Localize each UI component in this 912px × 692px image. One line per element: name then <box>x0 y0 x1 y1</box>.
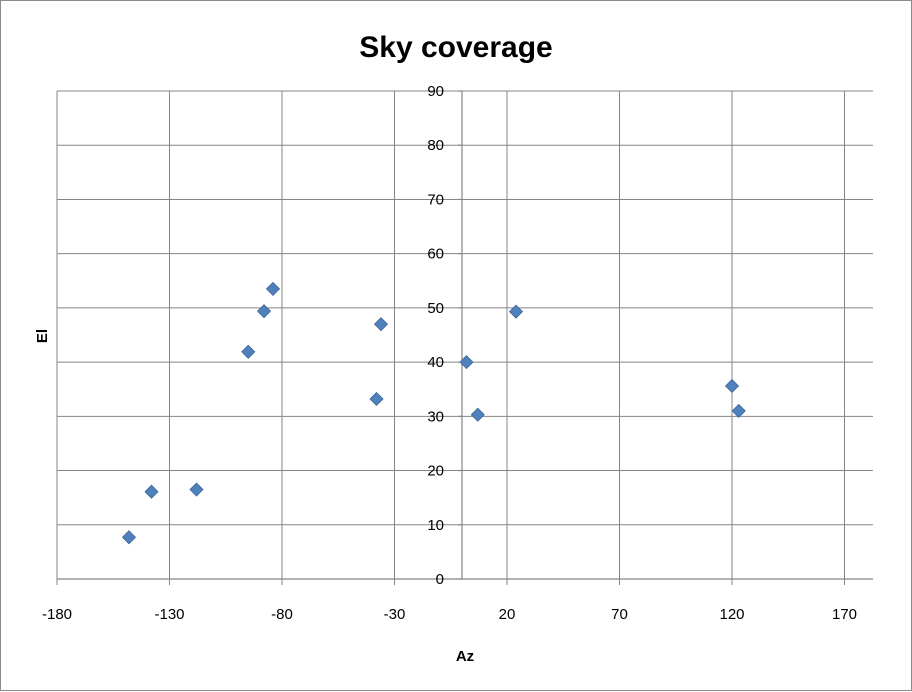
data-point <box>508 304 524 319</box>
x-axis-title: Az <box>456 648 474 665</box>
y-tick-label: 10 <box>427 517 444 534</box>
x-tick-label: 120 <box>719 606 744 623</box>
data-point <box>144 484 159 499</box>
data-point <box>470 407 485 422</box>
data-point <box>241 344 256 359</box>
point-layer <box>121 281 746 545</box>
grid-layer <box>56 90 873 585</box>
data-point <box>724 378 740 394</box>
y-tick-label: 60 <box>427 246 444 263</box>
y-tick-label: 50 <box>427 300 444 317</box>
y-axis-title: El <box>34 329 51 343</box>
data-point <box>265 281 281 296</box>
y-tick-label: 80 <box>427 137 444 154</box>
x-tick-label: 170 <box>832 606 857 623</box>
data-point <box>189 482 204 497</box>
data-point <box>731 403 746 418</box>
y-tick-label: 70 <box>427 191 444 208</box>
x-tick-label: 20 <box>499 606 516 623</box>
data-point <box>256 304 272 319</box>
axis-layer <box>57 90 873 580</box>
y-tick-label: 0 <box>436 571 444 588</box>
x-tick-label: -130 <box>154 606 184 623</box>
y-tick-label: 30 <box>427 408 444 425</box>
x-tick-label: -30 <box>384 606 406 623</box>
data-point <box>369 391 384 407</box>
x-tick-label: 70 <box>611 606 628 623</box>
tick-layer: 0 10 20 30 40 50 60 70 80 90 -180 -130 -80 -30 20 70 120… <box>42 83 857 623</box>
x-tick-label: -80 <box>271 606 293 623</box>
y-tick-label: 20 <box>427 463 444 480</box>
x-tick-label: -180 <box>42 606 72 623</box>
y-tick-label: 90 <box>427 83 444 100</box>
data-point <box>459 355 474 370</box>
y-tick-label: 40 <box>427 354 444 371</box>
data-point <box>373 317 389 332</box>
chart-title: Sky coverage <box>359 31 552 64</box>
data-point <box>121 530 137 545</box>
